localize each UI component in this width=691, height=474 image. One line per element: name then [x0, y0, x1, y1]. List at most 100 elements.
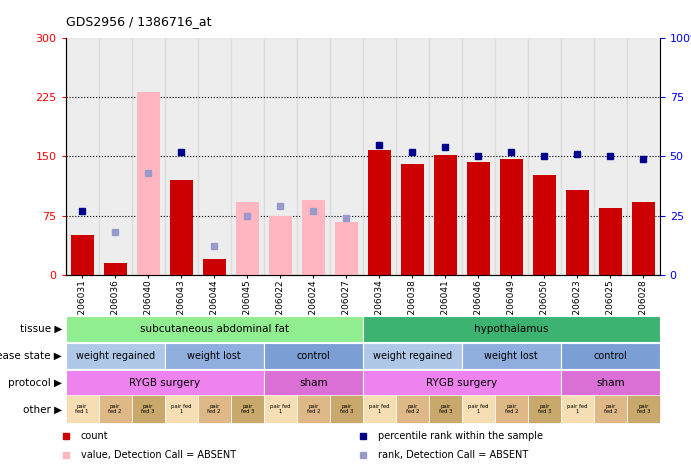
Bar: [66, 316, 363, 342]
Text: pair
fed 3: pair fed 3: [636, 403, 650, 414]
Bar: [627, 38, 660, 275]
Bar: [396, 394, 429, 423]
Bar: [363, 394, 396, 423]
Text: pair
fed 3: pair fed 3: [240, 403, 254, 414]
Bar: [70, 236, 94, 275]
Bar: [561, 394, 594, 423]
Text: control: control: [296, 351, 330, 361]
Bar: [99, 38, 132, 275]
Bar: [66, 370, 264, 396]
Text: pair fed
1: pair fed 1: [270, 403, 290, 414]
Bar: [566, 191, 589, 275]
Text: pair fed
1: pair fed 1: [567, 403, 587, 414]
Bar: [594, 394, 627, 423]
Bar: [99, 394, 132, 423]
Text: hypothalamus: hypothalamus: [474, 324, 549, 334]
Bar: [528, 38, 561, 275]
Bar: [627, 394, 660, 423]
Text: pair
fed 3: pair fed 3: [538, 403, 551, 414]
Text: value, Detection Call = ABSENT: value, Detection Call = ABSENT: [80, 450, 236, 460]
Text: pair fed
1: pair fed 1: [369, 403, 390, 414]
Bar: [500, 159, 523, 275]
Text: weight regained: weight regained: [372, 351, 452, 361]
Bar: [533, 174, 556, 275]
Text: sham: sham: [596, 378, 625, 388]
Bar: [302, 200, 325, 275]
Text: other ▶: other ▶: [23, 405, 62, 415]
Bar: [495, 38, 528, 275]
Bar: [231, 394, 264, 423]
Bar: [66, 343, 164, 369]
Bar: [363, 316, 660, 342]
Bar: [66, 394, 99, 423]
Text: GDS2956 / 1386716_at: GDS2956 / 1386716_at: [66, 16, 211, 28]
Bar: [462, 38, 495, 275]
Text: pair
fed 3: pair fed 3: [142, 403, 155, 414]
Bar: [202, 259, 226, 275]
Bar: [401, 164, 424, 275]
Text: RYGB surgery: RYGB surgery: [426, 378, 498, 388]
Text: control: control: [594, 351, 627, 361]
Bar: [164, 343, 264, 369]
Bar: [594, 38, 627, 275]
Text: pair
fed 2: pair fed 2: [307, 403, 320, 414]
Text: pair
fed 2: pair fed 2: [406, 403, 419, 414]
Bar: [132, 38, 164, 275]
Bar: [528, 394, 561, 423]
Text: weight lost: weight lost: [484, 351, 538, 361]
Text: percentile rank within the sample: percentile rank within the sample: [377, 431, 542, 441]
Bar: [561, 38, 594, 275]
Bar: [264, 38, 296, 275]
Bar: [429, 394, 462, 423]
Text: pair
fed 2: pair fed 2: [108, 403, 122, 414]
Text: pair
fed 2: pair fed 2: [207, 403, 221, 414]
Text: pair fed
1: pair fed 1: [171, 403, 191, 414]
Bar: [264, 343, 363, 369]
Bar: [632, 202, 655, 275]
Bar: [169, 180, 193, 275]
Bar: [132, 394, 164, 423]
Bar: [264, 394, 296, 423]
Bar: [104, 263, 126, 275]
Text: disease state ▶: disease state ▶: [0, 351, 62, 361]
Bar: [363, 343, 462, 369]
Bar: [429, 38, 462, 275]
Bar: [198, 394, 231, 423]
Text: tissue ▶: tissue ▶: [20, 324, 62, 334]
Bar: [561, 370, 660, 396]
Text: pair
fed 2: pair fed 2: [604, 403, 617, 414]
Text: weight lost: weight lost: [187, 351, 241, 361]
Text: weight regained: weight regained: [75, 351, 155, 361]
Bar: [495, 394, 528, 423]
Text: protocol ▶: protocol ▶: [8, 378, 62, 388]
Text: pair
fed 1: pair fed 1: [75, 403, 89, 414]
Bar: [330, 38, 363, 275]
Text: pair
fed 3: pair fed 3: [339, 403, 353, 414]
Text: count: count: [80, 431, 108, 441]
Bar: [434, 155, 457, 275]
Bar: [137, 91, 160, 275]
Text: rank, Detection Call = ABSENT: rank, Detection Call = ABSENT: [377, 450, 528, 460]
Bar: [363, 370, 561, 396]
Bar: [164, 394, 198, 423]
Bar: [66, 38, 99, 275]
Bar: [368, 150, 391, 275]
Bar: [264, 370, 363, 396]
Bar: [396, 38, 429, 275]
Bar: [296, 38, 330, 275]
Text: subcutaneous abdominal fat: subcutaneous abdominal fat: [140, 324, 289, 334]
Bar: [296, 394, 330, 423]
Bar: [330, 394, 363, 423]
Bar: [462, 343, 561, 369]
Bar: [236, 202, 258, 275]
Bar: [198, 38, 231, 275]
Text: RYGB surgery: RYGB surgery: [129, 378, 200, 388]
Text: pair
fed 2: pair fed 2: [504, 403, 518, 414]
Bar: [269, 216, 292, 275]
Bar: [561, 343, 660, 369]
Bar: [363, 38, 396, 275]
Text: sham: sham: [299, 378, 328, 388]
Bar: [334, 222, 358, 275]
Text: pair
fed 3: pair fed 3: [439, 403, 452, 414]
Bar: [466, 162, 490, 275]
